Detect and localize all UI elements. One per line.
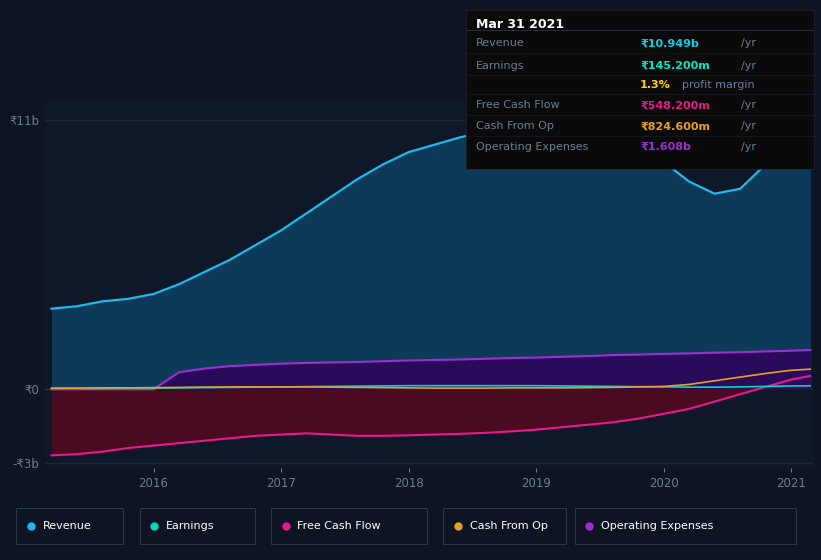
Text: profit margin: profit margin	[681, 80, 754, 90]
Text: Revenue: Revenue	[476, 38, 525, 48]
Text: Mar 31 2021: Mar 31 2021	[476, 17, 564, 30]
Text: Free Cash Flow: Free Cash Flow	[297, 521, 381, 531]
Text: Revenue: Revenue	[43, 521, 91, 531]
Text: /yr: /yr	[741, 60, 756, 71]
Text: Cash From Op: Cash From Op	[470, 521, 548, 531]
Text: ₹145.200m: ₹145.200m	[640, 60, 709, 71]
Text: ₹824.600m: ₹824.600m	[640, 122, 710, 131]
Text: Cash From Op: Cash From Op	[476, 122, 554, 131]
Text: /yr: /yr	[741, 100, 756, 110]
Text: Earnings: Earnings	[166, 521, 214, 531]
Text: /yr: /yr	[741, 38, 756, 48]
Text: Earnings: Earnings	[476, 60, 525, 71]
Text: Operating Expenses: Operating Expenses	[601, 521, 713, 531]
Text: /yr: /yr	[741, 142, 756, 152]
Text: 1.3%: 1.3%	[640, 80, 671, 90]
Text: ₹548.200m: ₹548.200m	[640, 100, 709, 110]
Text: Free Cash Flow: Free Cash Flow	[476, 100, 560, 110]
Text: Operating Expenses: Operating Expenses	[476, 142, 589, 152]
Text: ₹1.608b: ₹1.608b	[640, 142, 690, 152]
Text: /yr: /yr	[741, 122, 756, 131]
Text: ₹10.949b: ₹10.949b	[640, 38, 699, 48]
